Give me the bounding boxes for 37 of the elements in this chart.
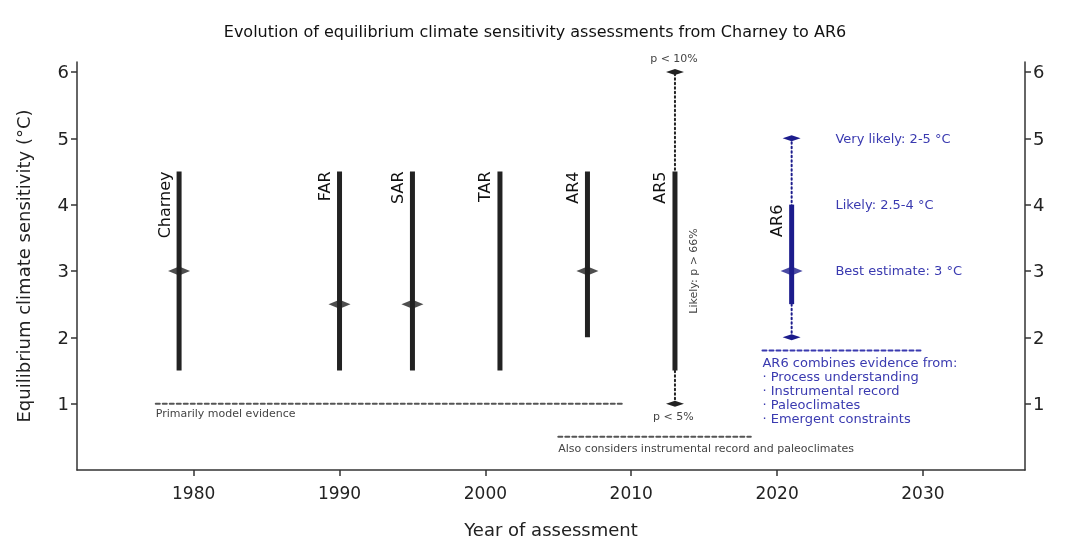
y-axis-title: Equilibrium climate sensitivity (°C): [12, 109, 34, 423]
y-tick-label: 4: [57, 194, 69, 216]
y2-tick-label: 1: [1033, 393, 1045, 415]
chart-title: Evolution of equilibrium climate sensitivity assessments from Charney to AR6: [223, 21, 847, 41]
y-tick-label: 5: [57, 127, 69, 149]
y2-tick-label: 2: [1033, 326, 1045, 348]
y2-tick-label: 3: [1033, 260, 1045, 282]
annotation: Also considers instrumental record and paleoclimates: [558, 441, 855, 455]
x-tick-label: 2000: [463, 482, 507, 503]
x-tick-label: 2030: [901, 482, 945, 503]
y2-tick-label: 5: [1033, 127, 1045, 149]
x-tick-label: 1990: [317, 482, 362, 503]
text: SAR: [387, 171, 407, 204]
y2-tick-label: 4: [1033, 194, 1045, 216]
annotation: p < 10%: [650, 52, 698, 66]
y-tick-label: 3: [57, 260, 69, 282]
x-axis-title: Year of assessment: [463, 518, 638, 540]
x-tick-label: 2020: [755, 482, 799, 503]
text: TAR: [475, 171, 495, 204]
text: AR5: [650, 171, 670, 204]
annotation: Very likely: 2-5 °C: [835, 130, 951, 146]
annotation: Primarily model evidence: [155, 407, 296, 421]
annotation: Likely: p > 66%: [687, 228, 701, 314]
y-tick-label: 2: [57, 326, 69, 348]
x-tick-label: 2010: [609, 482, 653, 503]
y-tick-label: 6: [57, 61, 69, 83]
text: FAR: [315, 171, 335, 202]
annotation: Likely: 2.5-4 °C: [835, 197, 934, 213]
x-tick-label: 1980: [172, 482, 216, 503]
annotation: AR6 combines evidence from: · Process understanding · Instrumental record · Paleoclimates · Emergent constraints: [762, 355, 958, 427]
text: Charney: [154, 171, 174, 239]
annotation: p < 5%: [653, 410, 694, 424]
text: AR4: [562, 171, 582, 204]
y2-tick-label: 6: [1033, 61, 1045, 83]
y-tick-label: 1: [57, 393, 69, 415]
annotation: Best estimate: 3 °C: [835, 263, 963, 279]
text: AR6: [767, 204, 787, 237]
